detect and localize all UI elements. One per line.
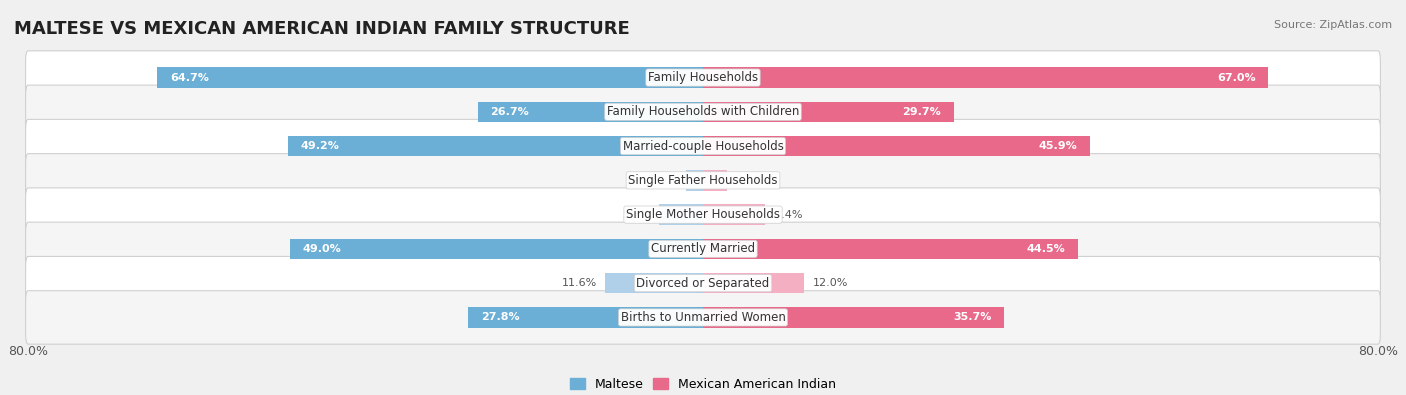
Bar [703,136,1090,156]
Bar [703,170,727,191]
Bar [703,239,1078,259]
Text: 7.4%: 7.4% [773,210,803,220]
FancyBboxPatch shape [25,85,1381,139]
FancyBboxPatch shape [25,222,1381,276]
FancyBboxPatch shape [25,256,1381,310]
Bar [686,170,703,191]
Text: Family Households with Children: Family Households with Children [607,105,799,118]
Text: 5.2%: 5.2% [623,210,651,220]
FancyBboxPatch shape [25,51,1381,104]
Text: 45.9%: 45.9% [1039,141,1077,151]
Text: Divorced or Separated: Divorced or Separated [637,276,769,290]
Bar [703,273,804,293]
Text: 35.7%: 35.7% [953,312,991,322]
Text: Family Households: Family Households [648,71,758,84]
Bar [478,102,703,122]
Bar [157,67,703,88]
Text: 26.7%: 26.7% [491,107,529,117]
Text: 12.0%: 12.0% [813,278,848,288]
Text: 2.8%: 2.8% [735,175,763,185]
Bar [703,102,953,122]
Text: Births to Unmarried Women: Births to Unmarried Women [620,311,786,324]
Bar [659,204,703,225]
FancyBboxPatch shape [25,188,1381,241]
Text: Currently Married: Currently Married [651,243,755,256]
Text: Single Mother Households: Single Mother Households [626,208,780,221]
Text: 29.7%: 29.7% [903,107,941,117]
Bar [703,204,765,225]
Text: Married-couple Households: Married-couple Households [623,139,783,152]
Text: 67.0%: 67.0% [1218,73,1256,83]
Text: 27.8%: 27.8% [481,312,520,322]
Text: 2.0%: 2.0% [650,175,678,185]
FancyBboxPatch shape [25,291,1381,344]
Bar [468,307,703,328]
Text: 49.2%: 49.2% [301,141,339,151]
Bar [290,239,703,259]
Text: MALTESE VS MEXICAN AMERICAN INDIAN FAMILY STRUCTURE: MALTESE VS MEXICAN AMERICAN INDIAN FAMIL… [14,20,630,38]
Bar [703,67,1268,88]
Bar [703,307,1004,328]
Text: 64.7%: 64.7% [170,73,208,83]
FancyBboxPatch shape [25,154,1381,207]
Bar [605,273,703,293]
Text: Source: ZipAtlas.com: Source: ZipAtlas.com [1274,20,1392,30]
Bar [288,136,703,156]
Text: 11.6%: 11.6% [561,278,596,288]
Text: Single Father Households: Single Father Households [628,174,778,187]
Text: 49.0%: 49.0% [302,244,342,254]
FancyBboxPatch shape [25,119,1381,173]
Text: 44.5%: 44.5% [1026,244,1066,254]
Legend: Maltese, Mexican American Indian: Maltese, Mexican American Indian [565,373,841,395]
